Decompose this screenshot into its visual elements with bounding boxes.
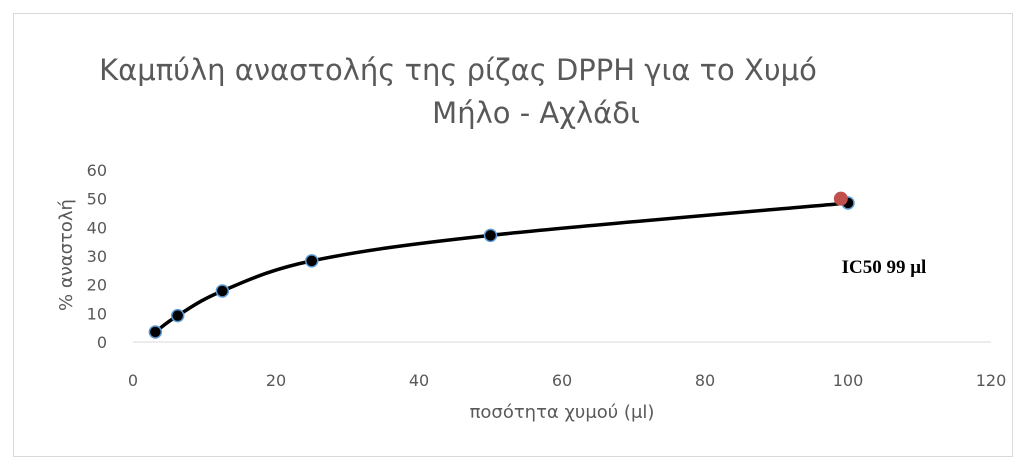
y-axis-label: % αναστολή bbox=[56, 199, 77, 311]
x-axis-label: ποσότητα χυμού (μl) bbox=[470, 402, 655, 423]
y-tick-label: 50 bbox=[87, 190, 107, 209]
chart-title-line-1: Καμπύλη αναστολής της ρίζας DPPH για το … bbox=[99, 53, 817, 87]
y-tick-label: 0 bbox=[97, 333, 107, 352]
data-point bbox=[170, 308, 185, 323]
x-tick-label: 80 bbox=[695, 371, 715, 390]
data-points bbox=[148, 191, 855, 339]
data-point bbox=[305, 254, 319, 268]
y-tick-label: 30 bbox=[87, 247, 107, 266]
y-tick-label: 10 bbox=[87, 304, 107, 323]
y-tick-labels: 0 10 20 30 40 50 60 bbox=[87, 161, 107, 352]
x-tick-label: 40 bbox=[409, 371, 429, 390]
x-tick-label: 100 bbox=[833, 371, 864, 390]
y-tick-label: 40 bbox=[87, 218, 107, 237]
x-tick-labels: 0 20 40 60 80 100 120 bbox=[128, 371, 1006, 390]
x-tick-label: 0 bbox=[128, 371, 138, 390]
ic50-annotation: IC50 99 μl bbox=[842, 257, 927, 278]
chart-frame bbox=[13, 13, 1013, 457]
data-point bbox=[483, 228, 498, 243]
x-tick-label: 120 bbox=[976, 371, 1007, 390]
chart-title-line-2: Μήλο - Αχλάδι bbox=[432, 96, 640, 130]
data-point bbox=[215, 284, 230, 298]
series-line bbox=[153, 201, 850, 334]
y-tick-label: 20 bbox=[87, 276, 107, 295]
y-tick-label: 60 bbox=[87, 161, 107, 180]
x-tick-label: 20 bbox=[266, 371, 286, 390]
x-tick-label: 60 bbox=[552, 371, 572, 390]
data-point bbox=[148, 325, 163, 339]
ic50-point bbox=[833, 191, 848, 206]
